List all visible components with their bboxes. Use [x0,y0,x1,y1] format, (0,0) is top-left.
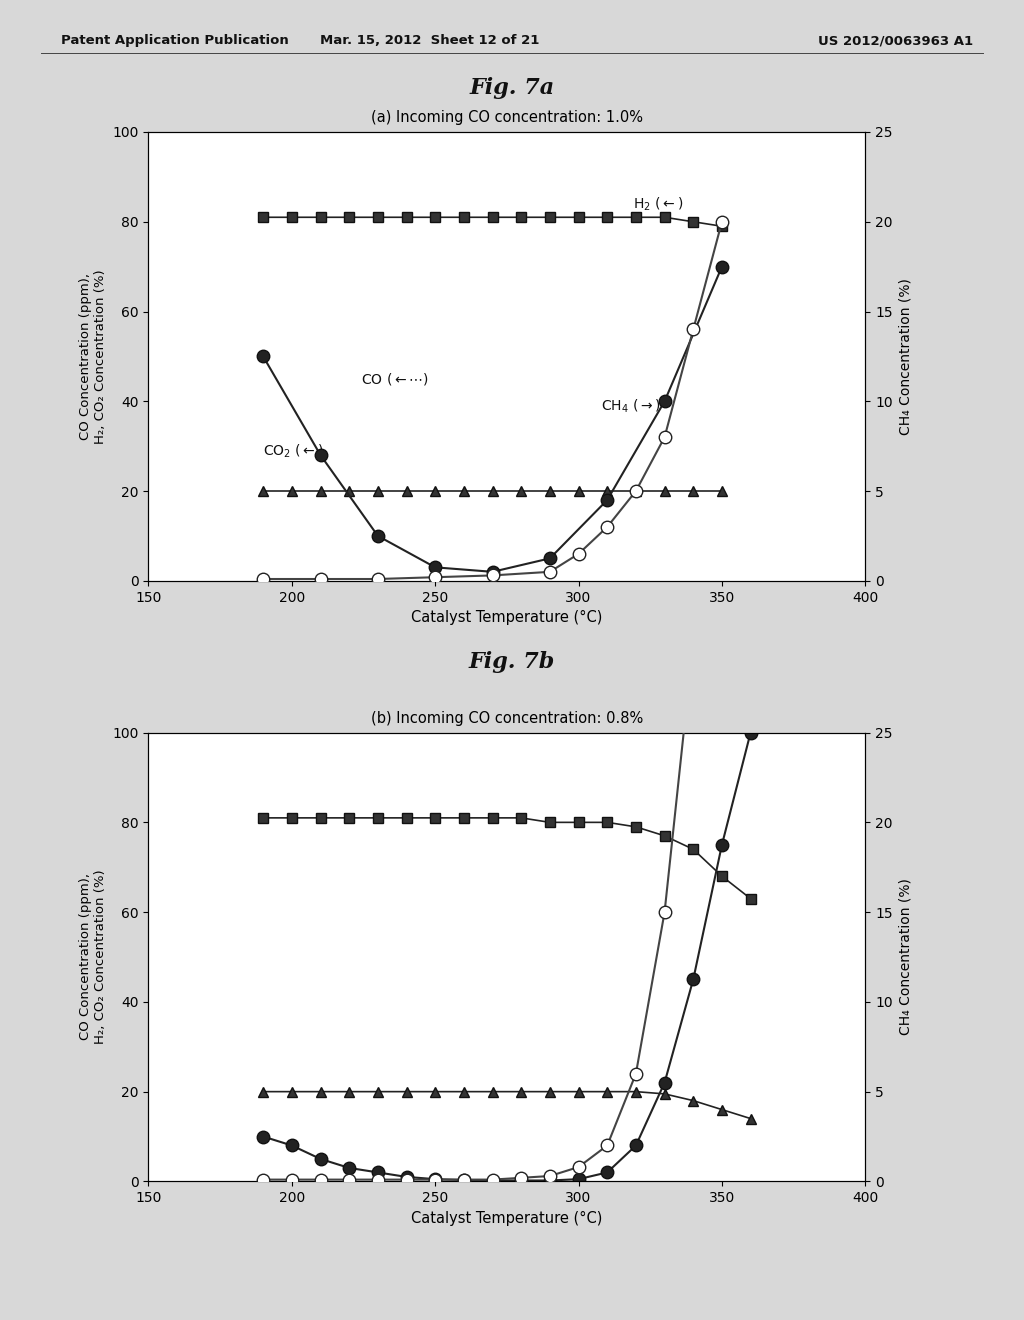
Y-axis label: CH₄ Concentration (%): CH₄ Concentration (%) [898,879,912,1035]
Text: CO$_2$ ($\leftarrow$): CO$_2$ ($\leftarrow$) [263,442,324,459]
Text: US 2012/0063963 A1: US 2012/0063963 A1 [818,34,973,48]
Text: CH$_4$ ($\rightarrow$): CH$_4$ ($\rightarrow$) [601,397,662,414]
X-axis label: Catalyst Temperature (°C): Catalyst Temperature (°C) [412,610,602,626]
Y-axis label: CO Concentration (ppm),
H₂, CO₂ Concentration (%): CO Concentration (ppm), H₂, CO₂ Concentr… [79,269,106,444]
Text: Patent Application Publication: Patent Application Publication [61,34,289,48]
Text: Fig. 7b: Fig. 7b [469,651,555,673]
Text: CO ($\leftarrow\cdots$): CO ($\leftarrow\cdots$) [360,371,428,387]
Text: Fig. 7a: Fig. 7a [469,77,555,99]
X-axis label: Catalyst Temperature (°C): Catalyst Temperature (°C) [412,1210,602,1226]
Text: H$_2$ ($\leftarrow$): H$_2$ ($\leftarrow$) [633,195,683,213]
Title: (a) Incoming CO concentration: 1.0%: (a) Incoming CO concentration: 1.0% [371,111,643,125]
Y-axis label: CO Concentration (ppm),
H₂, CO₂ Concentration (%): CO Concentration (ppm), H₂, CO₂ Concentr… [79,870,106,1044]
Y-axis label: CH₄ Concentration (%): CH₄ Concentration (%) [898,279,912,434]
Title: (b) Incoming CO concentration: 0.8%: (b) Incoming CO concentration: 0.8% [371,711,643,726]
Text: Mar. 15, 2012  Sheet 12 of 21: Mar. 15, 2012 Sheet 12 of 21 [321,34,540,48]
